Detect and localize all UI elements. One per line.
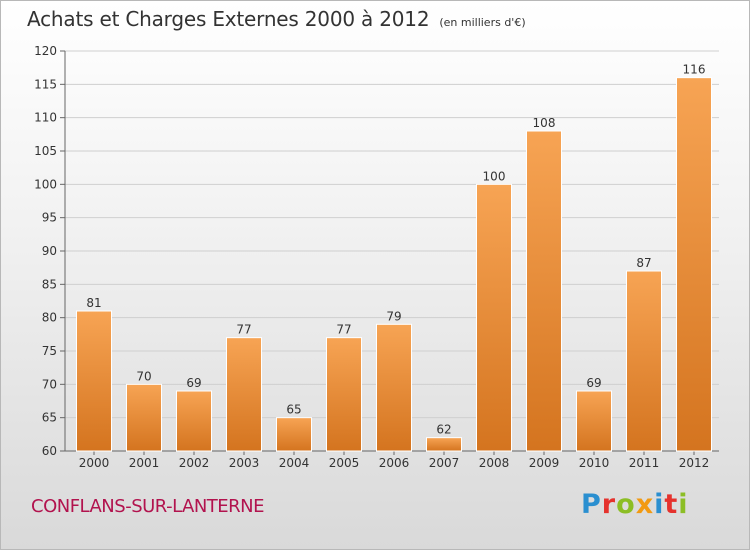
bar-2012: [676, 77, 712, 452]
bar-2006: [376, 323, 412, 452]
y-tick-label: 70: [42, 377, 57, 391]
x-tick-label-2003: 2003: [229, 456, 260, 470]
bars: [76, 77, 712, 452]
data-label-2009: 108: [533, 116, 556, 130]
data-label-2006: 79: [386, 309, 401, 323]
bar-2005: [326, 337, 362, 452]
chart-title: Achats et Charges Externes 2000 à 2012 (e…: [27, 7, 526, 31]
x-tick-label-2007: 2007: [429, 456, 460, 470]
y-tick-label: 75: [42, 344, 57, 358]
x-tick-label-2001: 2001: [129, 456, 160, 470]
y-tick-label: 60: [42, 444, 57, 458]
y-tick-label: 110: [34, 111, 57, 125]
logo-letter: i: [678, 489, 689, 520]
y-tick-label: 65: [42, 411, 57, 425]
data-label-2008: 100: [483, 169, 506, 183]
logo-letter: i: [654, 489, 665, 520]
data-label-2001: 70: [136, 369, 151, 383]
y-tick-label: 115: [34, 77, 57, 91]
bar-2001: [126, 383, 162, 452]
y-tick-label: 90: [42, 244, 57, 258]
logo-letter: o: [616, 489, 636, 520]
y-tick-label: 80: [42, 311, 57, 325]
y-tick-label: 95: [42, 211, 57, 225]
chart-subtitle: (en milliers d'€): [439, 16, 526, 29]
bar-2004: [276, 417, 312, 452]
data-label-2010: 69: [586, 376, 601, 390]
labels: 60 65 70 75 80 85 90 95 100 105 110 115 120 81 2000 70 2…: [34, 44, 709, 470]
x-tick-label-2004: 2004: [279, 456, 310, 470]
bar-2008: [476, 183, 512, 452]
bar-2010: [576, 390, 612, 452]
x-tick-label-2009: 2009: [529, 456, 560, 470]
logo-letter: P: [581, 489, 602, 520]
bar-2003: [226, 337, 262, 452]
x-tick-label-2010: 2010: [579, 456, 610, 470]
proxiti-logo[interactable]: Proxiti: [581, 489, 689, 520]
x-tick-label-2006: 2006: [379, 456, 410, 470]
data-label-2003: 77: [236, 323, 251, 337]
bar-2002: [176, 390, 212, 452]
y-tick-label: 105: [34, 144, 57, 158]
x-tick-label-2011: 2011: [629, 456, 660, 470]
x-tick-label-2008: 2008: [479, 456, 510, 470]
data-label-2000: 81: [86, 296, 101, 310]
bar-2009: [526, 130, 562, 452]
bar-2011: [626, 270, 662, 452]
bar-2000: [76, 310, 112, 452]
logo-letter: r: [601, 489, 617, 520]
x-tick-label-2002: 2002: [179, 456, 210, 470]
logo-letter: t: [664, 489, 679, 520]
data-label-2005: 77: [336, 323, 351, 337]
y-tick-label: 120: [34, 44, 57, 58]
commune-name: CONFLANS-SUR-LANTERNE: [31, 496, 265, 517]
x-tick-label-2012: 2012: [679, 456, 710, 470]
data-label-2012: 116: [683, 63, 706, 77]
x-tick-label-2005: 2005: [329, 456, 360, 470]
y-tick-label: 85: [42, 277, 57, 291]
bar-2007: [426, 437, 462, 452]
data-label-2002: 69: [186, 376, 201, 390]
data-label-2004: 65: [286, 403, 301, 417]
y-tick-label: 100: [34, 177, 57, 191]
data-label-2007: 62: [436, 423, 451, 437]
x-tick-label-2000: 2000: [79, 456, 110, 470]
chart-title-text: Achats et Charges Externes 2000 à 2012: [27, 7, 430, 31]
logo-letter: x: [635, 489, 655, 520]
data-label-2011: 87: [636, 256, 651, 270]
